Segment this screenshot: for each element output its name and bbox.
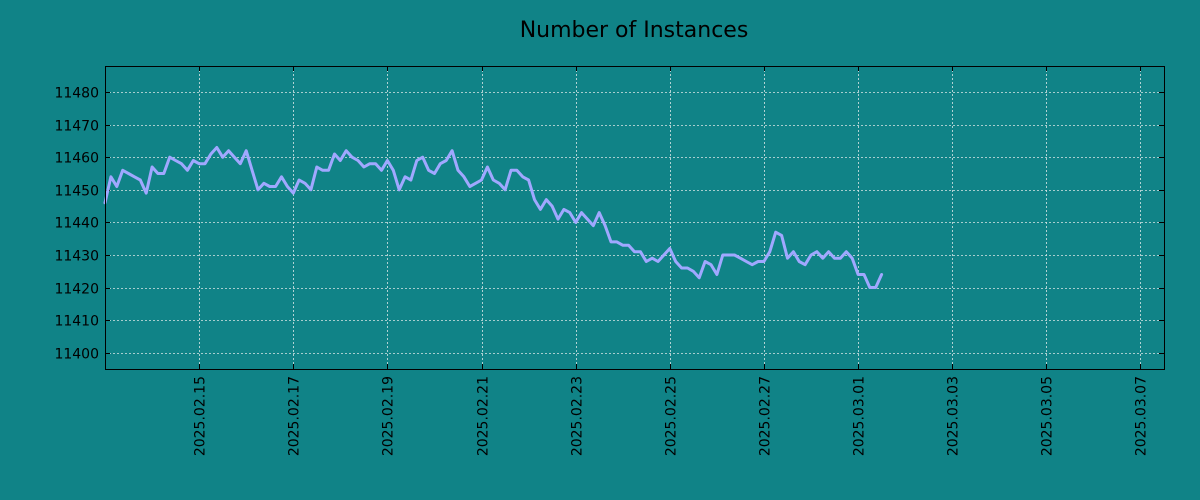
y-tick-label: 11420 [54,282,99,298]
x-tick-label: 2025.02.19 [381,376,397,456]
y-tick-label: 11430 [54,249,99,265]
y-tick-label: 11410 [54,314,99,330]
y-tick-label: 11480 [54,86,99,102]
y-tick-label: 11440 [54,216,99,232]
x-tick-label: 2025.03.01 [852,376,868,456]
x-tick-labels: 2025.02.15 2025.02.17 2025.02.19 2025.02.21… [193,376,1150,456]
x-tick-label: 2025.02.21 [476,376,492,456]
y-tick-label: 11400 [54,347,99,363]
chart-title: Number of Instances [520,18,749,43]
x-tick-label: 2025.02.25 [664,376,680,456]
x-tick-label: 2025.03.07 [1134,376,1150,456]
plot-frame [105,66,1165,370]
y-tick-label: 11460 [54,151,99,167]
x-tick-label: 2025.02.27 [758,376,774,456]
x-tick-label: 2025.02.15 [193,376,209,456]
series-line [103,146,884,289]
x-tick-label: 2025.03.03 [946,376,962,456]
grid-layer [105,66,1164,369]
y-tick-label: 11450 [54,184,99,200]
x-tick-label: 2025.02.23 [570,376,586,456]
x-tick-label: 2025.02.17 [287,376,303,456]
x-tick-label: 2025.03.05 [1040,376,1056,456]
y-tick-label: 11470 [54,119,99,135]
y-tick-labels: 11400 11410 11420 11430 11440 11450 11460 11470… [54,86,99,363]
